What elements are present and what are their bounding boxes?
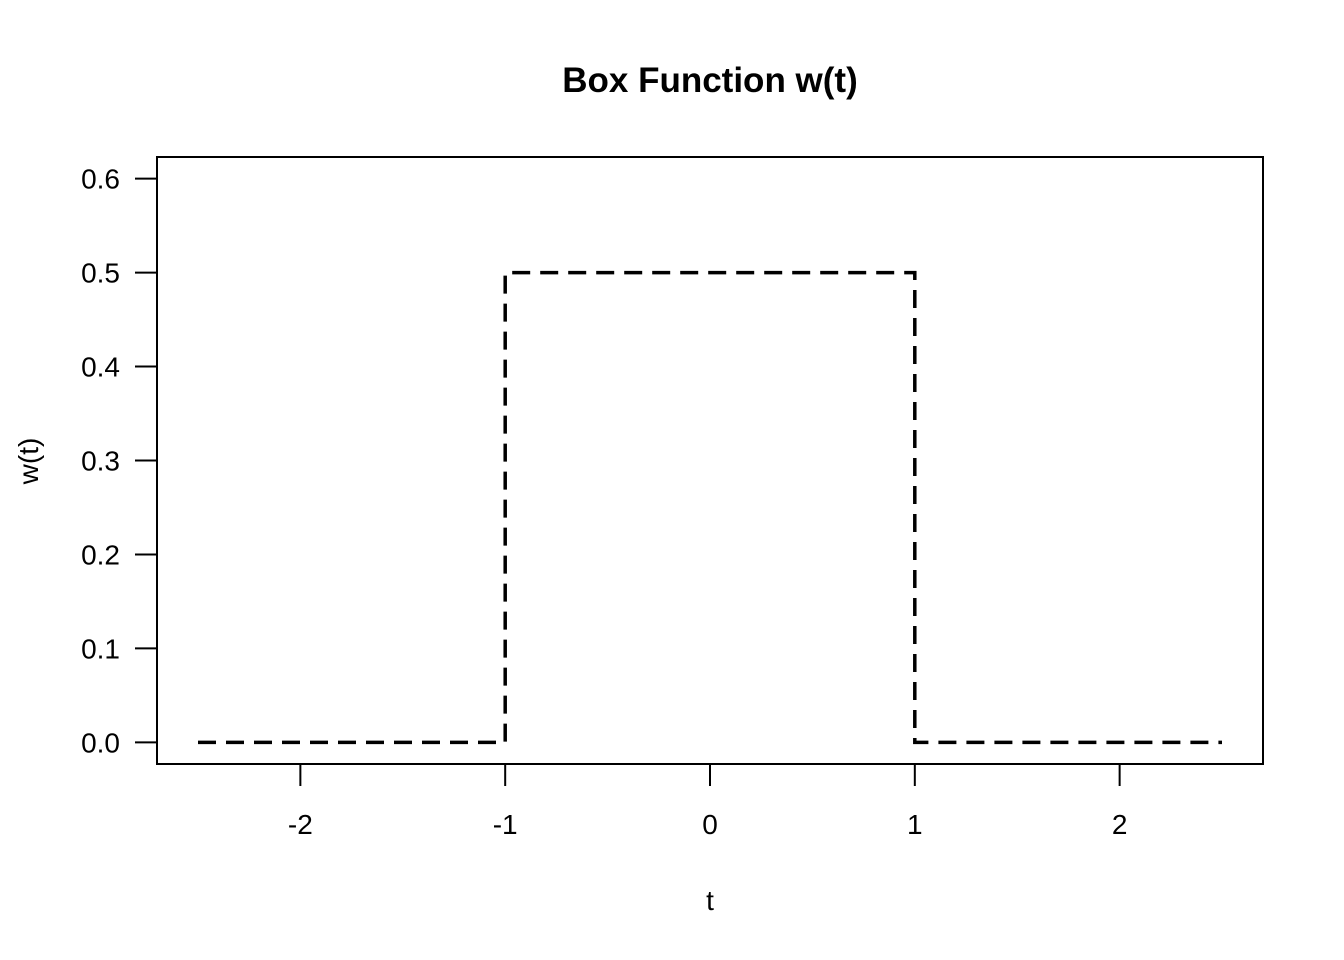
- x-tick-label: 0: [702, 809, 718, 840]
- y-tick-label: 0.5: [81, 258, 120, 289]
- chart-title: Box Function w(t): [562, 61, 858, 100]
- box-function-line: [198, 270, 1222, 745]
- x-tick-label: -1: [493, 809, 518, 840]
- y-tick-label: 0.4: [81, 352, 120, 383]
- x-axis: -2 -1 0 1 2: [288, 763, 1128, 840]
- y-axis: 0.0 0.1 0.2 0.3 0.4 0.5 0.6: [81, 164, 158, 758]
- plot-frame: [156, 156, 1264, 765]
- y-tick-label: 0.1: [81, 633, 120, 664]
- x-tick-label: 2: [1112, 809, 1128, 840]
- y-tick-label: 0.0: [81, 727, 120, 758]
- x-axis-label: t: [706, 885, 714, 916]
- series-layer: [198, 270, 1222, 745]
- y-tick-label: 0.2: [81, 539, 120, 570]
- y-tick-label: 0.3: [81, 446, 120, 477]
- y-tick-label: 0.6: [81, 164, 120, 195]
- y-axis-label: w(t): [13, 438, 44, 486]
- x-tick-label: 1: [907, 809, 923, 840]
- x-tick-label: -2: [288, 809, 313, 840]
